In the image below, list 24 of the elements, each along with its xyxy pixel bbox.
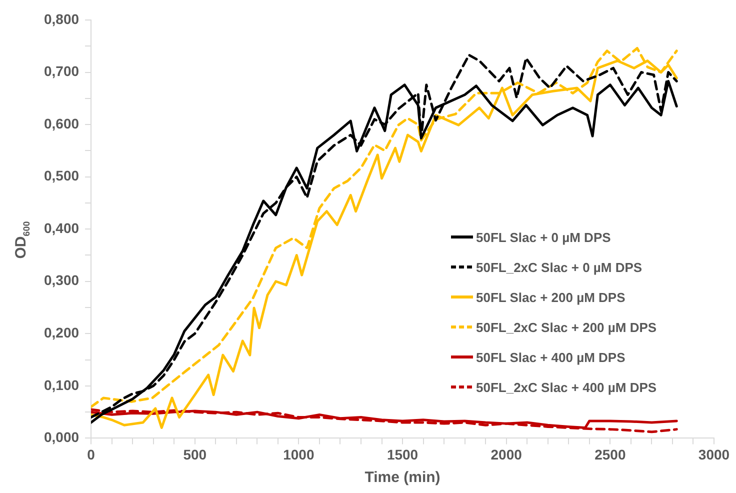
x-tick-label: 2500 xyxy=(594,446,626,462)
x-tick-label: 0 xyxy=(87,446,96,462)
x-tick-label: 500 xyxy=(183,446,207,462)
legend-label: 50FL Slac + 0 µM DPS xyxy=(476,230,611,244)
y-tick-label: 0,100 xyxy=(44,376,80,393)
legend-label: 50FL Slac + 400 µM DPS xyxy=(476,350,626,364)
y-tick-label: 0,600 xyxy=(44,115,80,132)
y-tick-label: 0,500 xyxy=(44,168,80,184)
x-axis-title: Time (min) xyxy=(364,469,440,486)
x-tick-label: 1000 xyxy=(283,446,314,462)
y-tick-label: 0,700 xyxy=(44,63,80,80)
x-tick-label: 3000 xyxy=(698,446,730,462)
x-tick-label: 2000 xyxy=(490,446,522,462)
y-tick-label: 0,300 xyxy=(44,272,80,288)
legend-label: 50FL_2xC Slac + 0 µM DPS xyxy=(476,260,642,274)
y-tick-label: 0,200 xyxy=(44,324,80,341)
y-tick-label: 0,800 xyxy=(44,10,80,27)
legend-label: 50FL_2xC Slac + 400 µM DPS xyxy=(476,380,657,394)
line-series xyxy=(91,408,678,434)
x-tick-label: 1500 xyxy=(386,446,418,462)
legend-label: 50FL_2xC Slac + 200 µM DPS xyxy=(476,320,657,334)
y-tick-label: 0,000 xyxy=(44,429,80,446)
legend-label: 50FL Slac + 200 µM DPS xyxy=(476,290,626,304)
y-tick-label: 0,400 xyxy=(44,220,80,236)
